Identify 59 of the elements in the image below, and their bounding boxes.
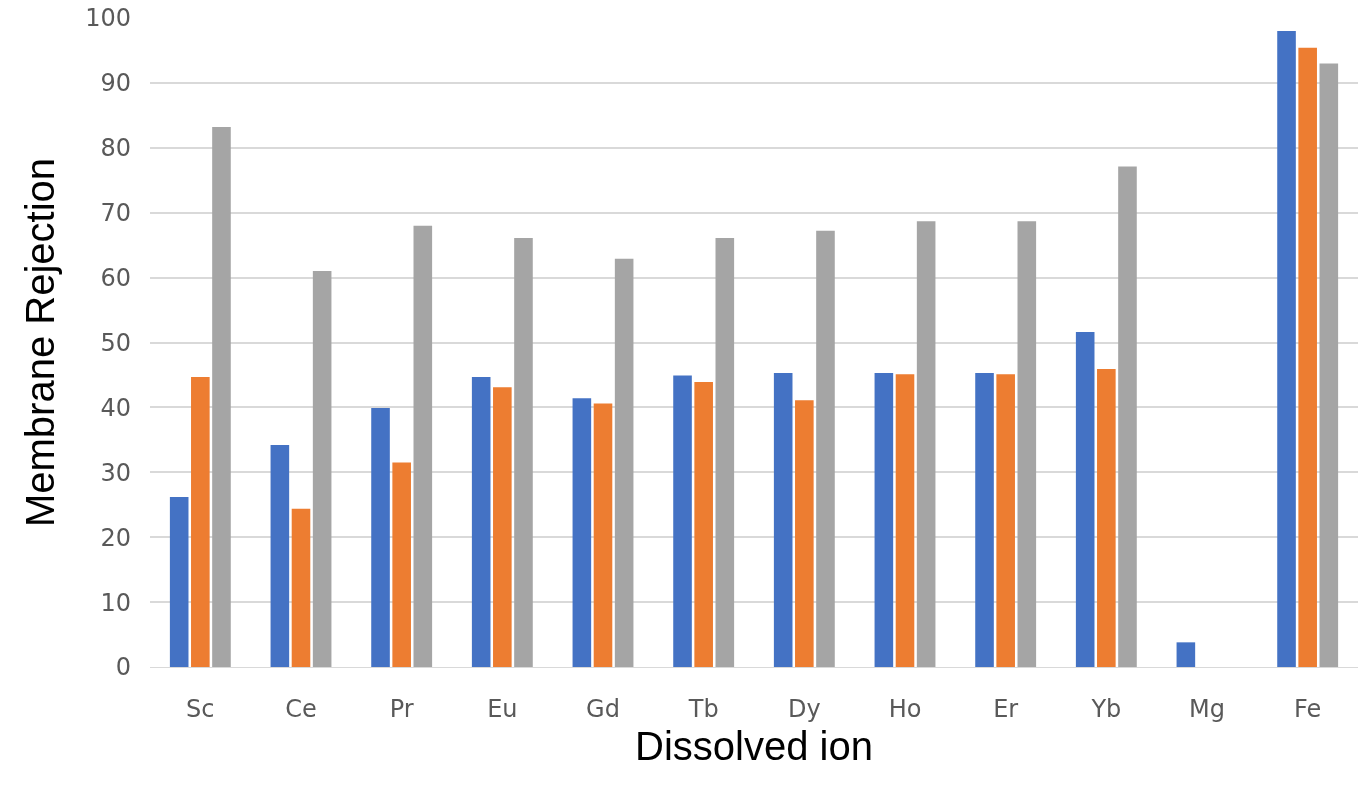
bar [694,382,713,667]
x-tick-label: Ce [285,694,317,723]
bar [1097,369,1116,667]
bar [493,387,512,667]
x-tick-label: Dy [787,694,821,723]
y-tick-label: 80 [100,134,131,163]
y-tick-label: 30 [100,458,131,487]
bar [291,508,311,667]
bar [975,373,994,667]
bar [1176,642,1196,667]
bar [169,496,189,667]
bar [270,445,290,667]
y-tick-label: 100 [85,4,131,33]
bar [614,258,634,667]
bar [795,400,814,667]
bar [1118,166,1137,667]
y-tick-label: 10 [100,588,131,617]
bar [471,376,491,667]
bar [1298,47,1317,667]
y-tick-label: 60 [100,264,131,292]
x-tick-label: Sc [186,694,215,723]
bar [413,225,433,667]
x-tick-label: Yb [1090,694,1122,723]
bar [895,374,915,667]
bar [312,271,332,667]
bar [1319,63,1339,667]
x-tick-label: Tb [687,694,719,723]
bar [1017,221,1037,667]
bar [1277,30,1296,667]
bar [392,462,411,667]
bar [593,403,613,667]
y-tick-label: 0 [115,653,131,682]
bar [371,408,390,667]
bar [874,373,894,667]
bar [1075,332,1095,667]
x-tick-label: Gd [586,694,620,723]
y-tick-label: 20 [100,523,131,552]
y-tick-label: 50 [100,328,131,357]
x-tick-label: Mg [1189,694,1225,723]
bar [773,373,793,667]
x-tick-label: Pr [389,694,414,723]
x-tick-label: Ho [888,694,922,723]
x-tick-label: Fe [1294,694,1322,723]
y-tick-label: 90 [100,69,131,98]
y-axis-title: Membrane Rejection [17,157,62,528]
bar [673,375,692,667]
bar [191,376,210,667]
bar [916,221,936,667]
bar [514,238,533,667]
bar [572,398,592,667]
bar [996,374,1015,667]
y-tick-label: 40 [100,393,131,422]
bar [212,127,231,667]
x-tick-label: Eu [487,694,518,723]
x-tick-label: Er [993,694,1019,723]
y-tick-label: 70 [100,199,131,228]
x-axis-title: Dissolved ion [635,724,873,769]
bar [715,238,735,667]
bar [816,230,835,667]
